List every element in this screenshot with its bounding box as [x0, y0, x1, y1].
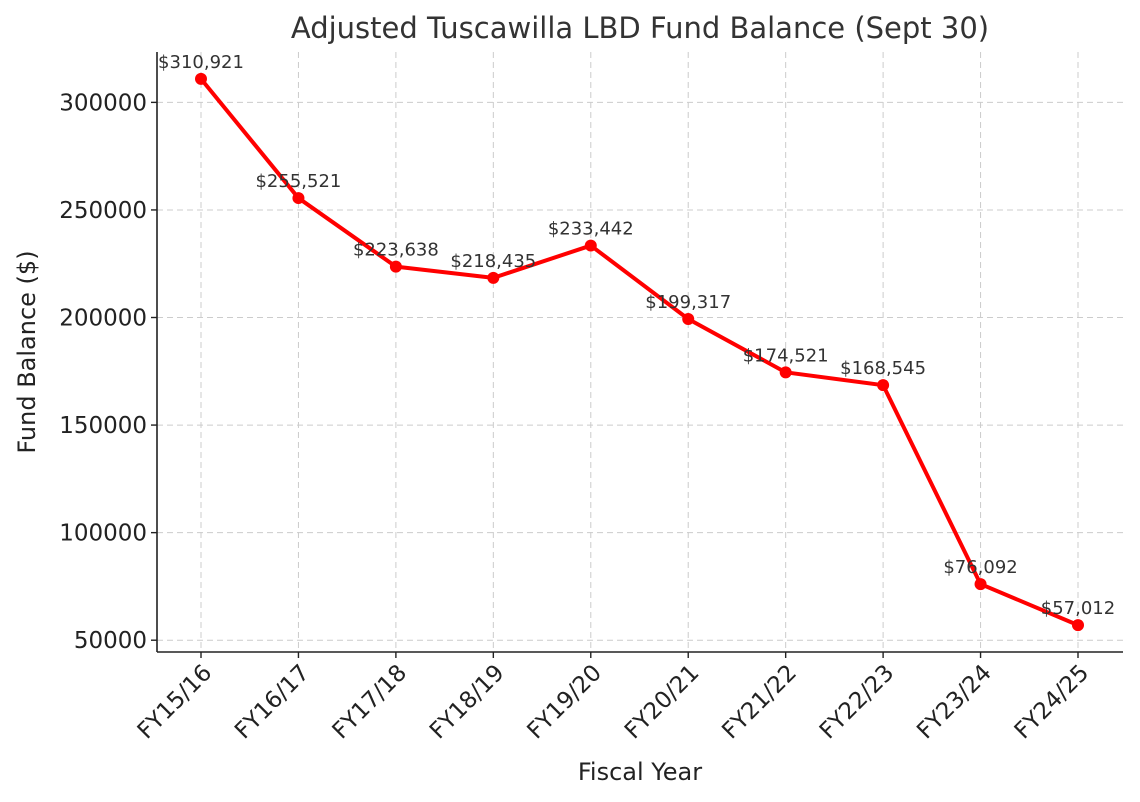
- data-label: $255,521: [255, 171, 341, 192]
- y-tick-label: 50000: [74, 628, 147, 654]
- data-label: $199,317: [645, 292, 731, 313]
- data-label: $218,435: [450, 251, 536, 272]
- data-point: [974, 578, 987, 591]
- data-label: $310,921: [158, 52, 244, 73]
- x-tick-label: FY18/19: [425, 660, 510, 745]
- data-point: [584, 239, 597, 252]
- x-tick-label: FY24/25: [1010, 660, 1095, 745]
- data-point: [487, 271, 500, 284]
- x-tick-label: FY20/21: [620, 660, 705, 745]
- x-tick-label: FY23/24: [912, 660, 997, 745]
- x-tick-label: FY19/20: [522, 660, 607, 745]
- x-tick-label: FY16/17: [230, 660, 315, 745]
- y-tick-label: 200000: [59, 306, 147, 332]
- data-label: $233,442: [548, 219, 634, 240]
- data-label: $57,012: [1041, 598, 1115, 619]
- axes: [151, 52, 1123, 658]
- x-tick-label: FY21/22: [717, 660, 802, 745]
- series: [195, 72, 1084, 632]
- data-label: $76,092: [943, 557, 1017, 578]
- chart-title: Adjusted Tuscawilla LBD Fund Balance (Se…: [291, 11, 989, 45]
- data-point: [877, 379, 890, 392]
- data-labels: $310,921 $255,521 $223,638 $218,435 $233,442…: [158, 52, 1115, 619]
- data-point: [292, 192, 305, 205]
- data-point: [1072, 619, 1084, 632]
- data-point: [389, 260, 402, 273]
- x-tick-label: FY17/18: [328, 660, 413, 745]
- x-tick-label: FY15/16: [133, 660, 218, 745]
- y-tick-label: 150000: [59, 413, 147, 439]
- data-label: $223,638: [353, 240, 439, 261]
- series-line: [199, 76, 1080, 628]
- tick-labels: FY15/16 FY16/17 FY17/18 FY18/19 FY19/20 FY20/…: [59, 90, 1094, 744]
- data-point: [195, 72, 207, 85]
- y-axis-label: Fund Balance ($): [13, 250, 41, 453]
- y-tick-label: 300000: [59, 90, 147, 116]
- data-point: [779, 366, 792, 379]
- x-axis-label: Fiscal Year: [578, 758, 702, 786]
- grid: [157, 52, 1123, 652]
- x-tick-label: FY22/23: [815, 660, 900, 745]
- data-label: $168,545: [840, 358, 926, 379]
- data-label: $174,521: [743, 345, 829, 366]
- data-point: [682, 312, 695, 325]
- y-tick-label: 250000: [59, 198, 147, 224]
- y-tick-label: 100000: [59, 521, 147, 547]
